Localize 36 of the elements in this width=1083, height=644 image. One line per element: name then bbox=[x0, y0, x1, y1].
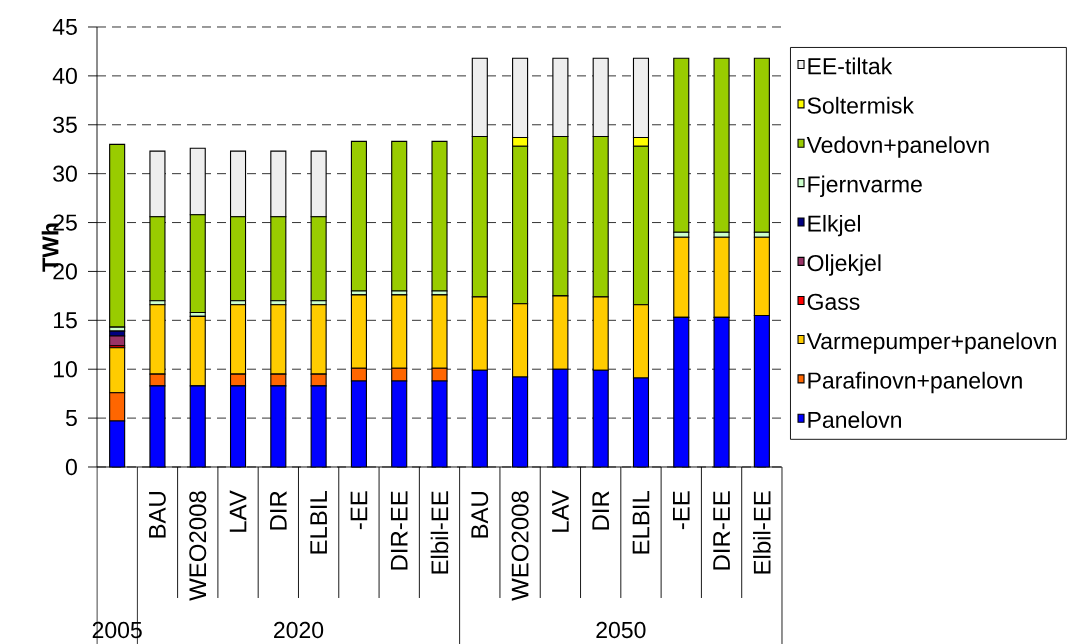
x-tick-label: Elbil-EE bbox=[753, 491, 771, 574]
y-tick-label: 45 bbox=[52, 18, 77, 36]
legend-label: Parafinovn+panelovn bbox=[808, 371, 1022, 394]
text: 2050 bbox=[596, 621, 646, 639]
x-tick-label: DIR-EE bbox=[390, 491, 408, 570]
x-tick-label: WEO2008 bbox=[511, 491, 529, 601]
legend-label: Panelovn bbox=[808, 411, 901, 429]
y-tick-label: 40 bbox=[52, 67, 77, 85]
legend-label: Soltermisk bbox=[807, 96, 914, 114]
y-tick-label: 10 bbox=[53, 361, 77, 378]
x-tick-label: DIR-EE bbox=[713, 491, 730, 570]
y-tick-label: 5 bbox=[65, 410, 77, 427]
x-tick-label: LAV bbox=[229, 490, 247, 532]
y-tick-label: 15 bbox=[53, 312, 77, 329]
y-tick-label: 35 bbox=[53, 116, 77, 133]
legend-label: Elkjel bbox=[808, 214, 860, 237]
y-tick-label: 0 bbox=[65, 458, 77, 476]
y-tick-label: 30 bbox=[53, 165, 77, 182]
x-tick-label: ELBIL bbox=[632, 490, 650, 554]
x-tick-label: LAV bbox=[552, 490, 569, 532]
legend-label: Oljekjel bbox=[807, 254, 881, 276]
legend-label: Gass bbox=[807, 293, 860, 310]
x-tick-label: Elbil-EE bbox=[430, 491, 449, 574]
x-tick-label: ELBIL bbox=[310, 490, 327, 554]
legend-label: Vedovn+panelovn bbox=[806, 136, 989, 158]
x-tick-label: BAU bbox=[471, 492, 489, 538]
x-tick-label: DIR bbox=[270, 491, 287, 530]
x-tick-label: WEO2008 bbox=[189, 491, 207, 601]
legend-label: Fjernvarme bbox=[808, 175, 922, 197]
legend-label: EE-tiltak bbox=[808, 57, 893, 75]
x-tick-label: DIR bbox=[592, 491, 609, 530]
legend-label: Varmepumper+panelovn bbox=[806, 332, 1056, 354]
x-tick-label: BAU bbox=[149, 492, 166, 538]
text: 2020 bbox=[274, 621, 324, 639]
x-tick-label: -EE bbox=[350, 491, 368, 530]
x-tick-label: -EE bbox=[673, 491, 690, 530]
